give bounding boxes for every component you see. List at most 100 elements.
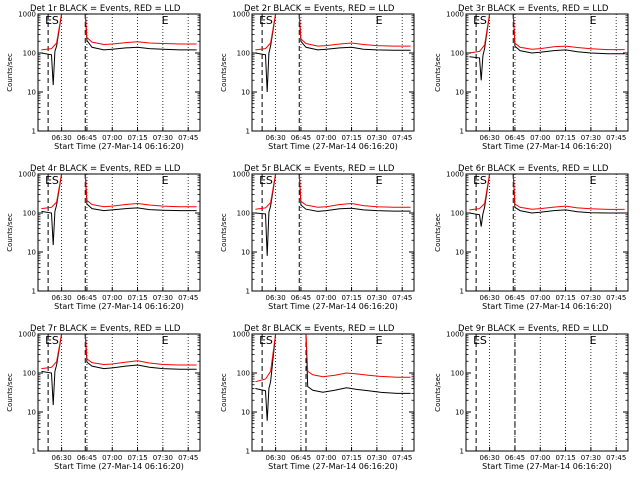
x-tick-label: 06:45 [77, 134, 97, 142]
plot-frame [37, 333, 201, 452]
y-tick-label: 10 [241, 89, 250, 97]
x-tick-label: 07:30 [581, 134, 601, 142]
detector-panel-3: Det 3r BLACK = Events, RED = LLD 1 10 100 10… [434, 4, 629, 151]
x-tick-label: 07:30 [367, 294, 387, 302]
x-tick-label: 06:45 [291, 454, 311, 462]
y-tick-label: 100 [237, 50, 250, 58]
y-tick-label: 10 [455, 409, 464, 417]
event-marker-s: S [266, 334, 273, 347]
detector-panel-1: Det 1r BLACK = Events, RED = LLD 1 10 100 10… [6, 4, 201, 151]
x-tick-label: 07:30 [153, 134, 173, 142]
series-line-events [469, 13, 625, 81]
panel-title: Det 1r BLACK = Events, RED = LLD [30, 4, 181, 14]
y-tick-label: 1000 [446, 331, 464, 339]
x-tick-label: 07:00 [530, 454, 550, 462]
event-marker-e: E [473, 174, 480, 187]
y-tick-label: 10 [455, 249, 464, 257]
y-tick-label: 100 [237, 370, 250, 378]
x-tick-label: 07:45 [178, 134, 198, 142]
y-tick-label: 1 [460, 128, 464, 136]
detector-panel-5: Det 5r BLACK = Events, RED = LLD 1 10 100 10… [220, 164, 415, 311]
y-tick-label: 1000 [446, 11, 464, 19]
x-tick-label: 07:30 [367, 454, 387, 462]
event-marker-e: E [590, 14, 597, 27]
x-tick-label: 07:15 [341, 294, 361, 302]
y-tick-label: 1 [246, 128, 250, 136]
series-line-lld [255, 333, 411, 383]
y-tick-label: 10 [27, 409, 36, 417]
y-tick-label: 100 [23, 370, 36, 378]
x-axis-label: Start Time (27-Mar-14 06:16:20) [268, 462, 398, 471]
series-line-events [255, 173, 411, 256]
event-marker-e: E [376, 174, 383, 187]
x-tick-label: 07:45 [178, 294, 198, 302]
x-tick-label: 06:30 [480, 134, 500, 142]
event-marker-e: E [259, 174, 266, 187]
event-marker-e: E [45, 174, 52, 187]
x-tick-label: 07:00 [316, 134, 336, 142]
x-tick-label: 07:15 [341, 454, 361, 462]
y-tick-label: 1 [32, 288, 36, 296]
plot-frame [465, 333, 629, 452]
x-tick-label: 07:15 [555, 294, 575, 302]
panel-title: Det 8r BLACK = Events, RED = LLD [244, 324, 395, 334]
plot-frame [465, 13, 629, 132]
x-axis-label: Start Time (27-Mar-14 06:16:20) [54, 142, 184, 151]
series-line-lld [41, 333, 197, 370]
y-tick-label: 10 [241, 409, 250, 417]
event-marker-e: E [45, 334, 52, 347]
x-tick-label: 06:45 [505, 454, 525, 462]
x-tick-label: 07:45 [606, 294, 626, 302]
event-marker-e: E [259, 14, 266, 27]
x-tick-label: 07:15 [127, 454, 147, 462]
x-tick-label: 07:00 [102, 134, 122, 142]
y-tick-label: 100 [451, 370, 464, 378]
x-tick-label: 07:00 [102, 294, 122, 302]
plot-frame [37, 173, 201, 292]
event-marker-e: E [162, 334, 169, 347]
y-tick-label: 1000 [232, 171, 250, 179]
x-axis-label: Start Time (27-Mar-14 06:16:20) [482, 462, 612, 471]
y-axis-label: Counts/sec [220, 373, 228, 412]
x-tick-label: 07:15 [555, 134, 575, 142]
event-marker-e: E [162, 174, 169, 187]
x-tick-label: 07:15 [555, 454, 575, 462]
y-tick-label: 1000 [18, 11, 36, 19]
event-marker-s: S [480, 334, 487, 347]
x-tick-label: 07:15 [341, 134, 361, 142]
x-tick-label: 06:45 [77, 454, 97, 462]
y-tick-label: 1 [246, 288, 250, 296]
x-tick-label: 06:45 [505, 294, 525, 302]
x-tick-label: 07:00 [102, 454, 122, 462]
event-marker-s: S [52, 174, 59, 187]
y-tick-label: 1000 [232, 331, 250, 339]
y-tick-label: 1000 [18, 171, 36, 179]
detector-panel-2: Det 2r BLACK = Events, RED = LLD 1 10 100 10… [220, 4, 415, 151]
x-tick-label: 07:45 [392, 294, 412, 302]
event-marker-s: S [480, 14, 487, 27]
event-marker-e: E [259, 334, 266, 347]
x-tick-label: 07:45 [392, 454, 412, 462]
event-marker-e: E [473, 334, 480, 347]
y-axis-label: Counts/sec [6, 53, 14, 92]
x-tick-label: 07:15 [127, 134, 147, 142]
y-tick-label: 1000 [232, 11, 250, 19]
event-marker-s: S [52, 334, 59, 347]
detector-panel-6: Det 6r BLACK = Events, RED = LLD 1 10 100 10… [434, 164, 629, 311]
panel-title: Det 6r BLACK = Events, RED = LLD [458, 164, 609, 174]
y-tick-label: 10 [27, 89, 36, 97]
y-tick-label: 100 [23, 210, 36, 218]
event-marker-e: E [473, 14, 480, 27]
event-marker-s: S [266, 14, 273, 27]
x-tick-label: 07:45 [606, 134, 626, 142]
x-tick-label: 06:30 [480, 454, 500, 462]
y-axis-label: Counts/sec [220, 213, 228, 252]
x-tick-label: 07:30 [153, 454, 173, 462]
series-line-events [255, 333, 411, 421]
y-tick-label: 1 [460, 288, 464, 296]
x-tick-label: 07:30 [581, 454, 601, 462]
x-tick-label: 06:45 [291, 294, 311, 302]
series-line-lld [41, 13, 197, 51]
detector-panel-7: Det 7r BLACK = Events, RED = LLD 1 10 100 10… [6, 324, 201, 471]
